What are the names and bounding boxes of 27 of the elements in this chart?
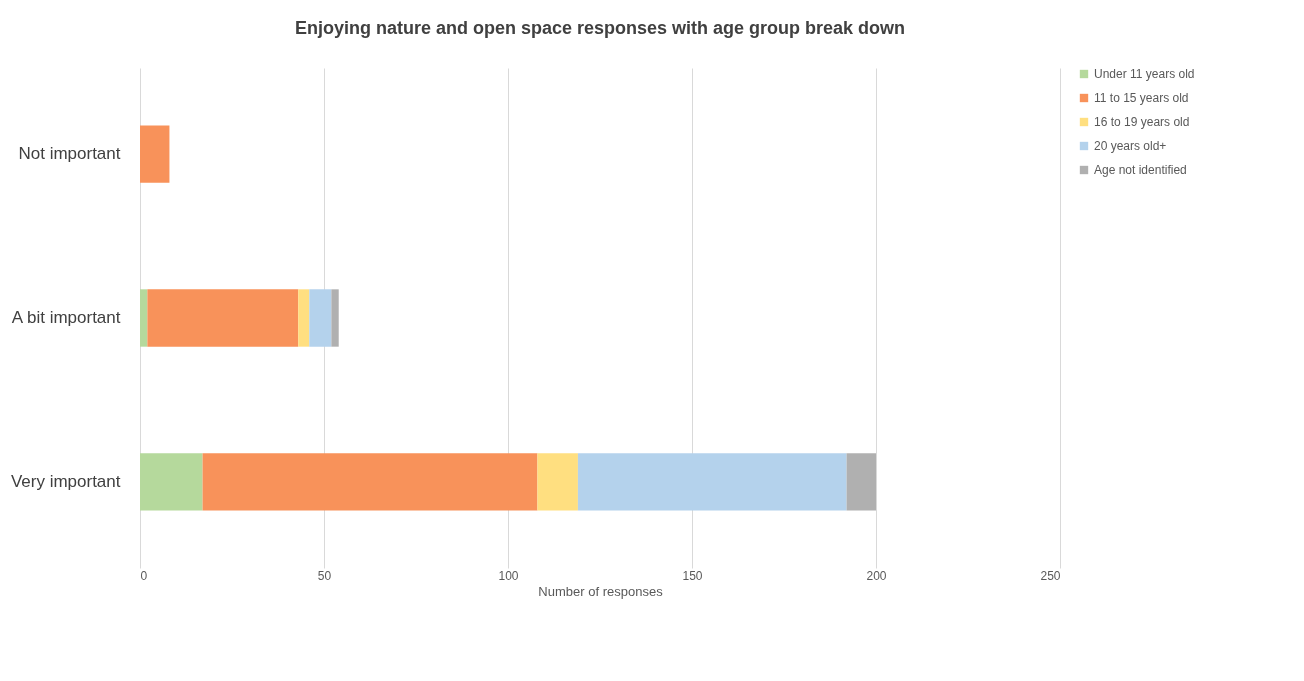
x-tick-label: 0 — [140, 568, 148, 583]
x-tick-label: 200 — [866, 568, 887, 583]
x-tick-label: 250 — [1040, 568, 1061, 583]
x-tick-label: 50 — [317, 568, 332, 583]
bar — [140, 289, 148, 347]
bar — [202, 453, 538, 511]
y-tick-label: Not important — [18, 144, 121, 164]
x-tick-label: 150 — [682, 568, 703, 583]
bar — [309, 289, 332, 347]
bar — [331, 289, 339, 347]
legend-label: 16 to 19 years old — [1094, 115, 1190, 129]
legend-label: 20 years old+ — [1094, 139, 1167, 153]
bar — [147, 289, 299, 347]
y-tick-label: Very important — [10, 471, 121, 491]
legend-label: Age not identified — [1094, 163, 1187, 177]
bar — [846, 453, 876, 511]
bar — [537, 453, 578, 511]
x-axis-title: Number of responses — [538, 583, 664, 599]
x-tick-label: 100 — [498, 568, 519, 583]
bar — [298, 289, 310, 347]
bar — [140, 453, 203, 511]
legend-label: Under 11 years old — [1094, 67, 1195, 81]
bar — [577, 453, 847, 511]
chart-title: Enjoying nature and open space responses with age group break down — [294, 18, 906, 38]
legend-label: 11 to 15 years old — [1094, 91, 1189, 105]
y-tick-label: A bit important — [11, 308, 121, 327]
bar — [140, 125, 170, 183]
